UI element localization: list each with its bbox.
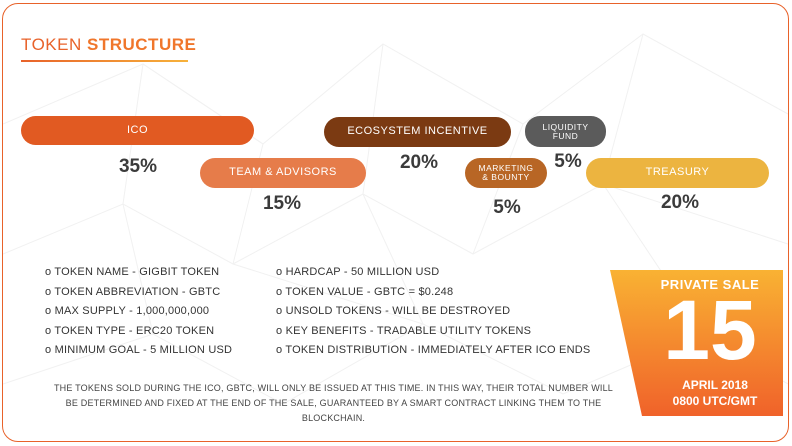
detail-item: o TOKEN TYPE - ERC20 TOKEN xyxy=(45,324,215,337)
ico-label: ICO xyxy=(126,123,149,136)
ecosystem-incentive-pill: ECOSYSTEM INCENTIVE xyxy=(324,117,511,147)
token-issuance-note: THE TOKENS SOLD DURING THE ICO, GBTC, WI… xyxy=(53,383,614,423)
ecosystem-incentive-label: ECOSYSTEM INCENTIVE xyxy=(347,125,488,138)
marketing-bounty-pill: MARKETING & BOUNTY xyxy=(465,158,547,188)
team-advisors-percent: 15% xyxy=(262,193,302,214)
page-title: TOKEN STRUCTURE xyxy=(21,35,197,54)
marketing-bounty-label-line1: MARKETING xyxy=(478,163,534,174)
detail-item: o TOKEN DISTRIBUTION - IMMEDIATELY AFTER… xyxy=(276,344,591,356)
title-underline xyxy=(21,60,188,62)
liquidity-fund-label-line1: LIQUIDITY xyxy=(542,121,589,132)
team-advisors-label: TEAM & ADVISORS xyxy=(229,166,337,179)
treasury-pill: TREASURY xyxy=(586,158,769,188)
detail-item: o TOKEN ABBREVIATION - GBTC xyxy=(45,285,221,298)
liquidity-fund-percent: 5% xyxy=(554,151,582,172)
private-sale-time: 0800 UTC/GMT xyxy=(672,394,758,408)
treasury-percent: 20% xyxy=(660,192,700,213)
detail-item: o TOKEN NAME - GIGBIT TOKEN xyxy=(45,266,220,278)
ico-pill: ICO xyxy=(21,116,254,145)
private-sale-background xyxy=(610,270,783,416)
detail-item: o MAX SUPPLY - 1,000,000,000 xyxy=(45,305,210,317)
details-right-list: o HARDCAP - 50 MILLION USD o TOKEN VALUE… xyxy=(276,266,590,364)
private-sale-badge: PRIVATE SALE 15 APRIL 2018 0800 UTC/GMT xyxy=(610,270,783,416)
marketing-bounty-label-line2: & BOUNTY xyxy=(482,172,530,182)
detail-item: o KEY BENEFITS - TRADABLE UTILITY TOKENS xyxy=(276,324,532,337)
details-left-list: o TOKEN NAME - GIGBIT TOKEN o TOKEN ABBR… xyxy=(45,266,232,364)
detail-item: o UNSOLD TOKENS - WILL BE DESTROYED xyxy=(276,305,511,317)
detail-item: o HARDCAP - 50 MILLION USD xyxy=(276,266,440,278)
private-sale-day: 15 xyxy=(663,283,757,377)
detail-item: o TOKEN VALUE - GBTC = $0.248 xyxy=(276,285,454,298)
team-advisors-pill: TEAM & ADVISORS xyxy=(200,158,366,188)
ecosystem-incentive-percent: 20% xyxy=(399,152,439,173)
token-structure-card: TOKEN STRUCTURE ICO 35% TEAM & ADVISORS … xyxy=(2,3,789,442)
treasury-label: TREASURY xyxy=(645,166,710,179)
detail-item: o MINIMUM GOAL - 5 MILLION USD xyxy=(45,344,233,356)
background-network-pattern xyxy=(3,33,788,405)
liquidity-fund-pill: LIQUIDITY FUND xyxy=(525,116,606,147)
private-sale-heading: PRIVATE SALE xyxy=(660,277,760,292)
private-sale-month-year: APRIL 2018 xyxy=(682,378,748,392)
ico-percent: 35% xyxy=(118,156,158,177)
liquidity-fund-label-line2: FUND xyxy=(552,130,579,141)
marketing-bounty-percent: 5% xyxy=(493,197,521,218)
